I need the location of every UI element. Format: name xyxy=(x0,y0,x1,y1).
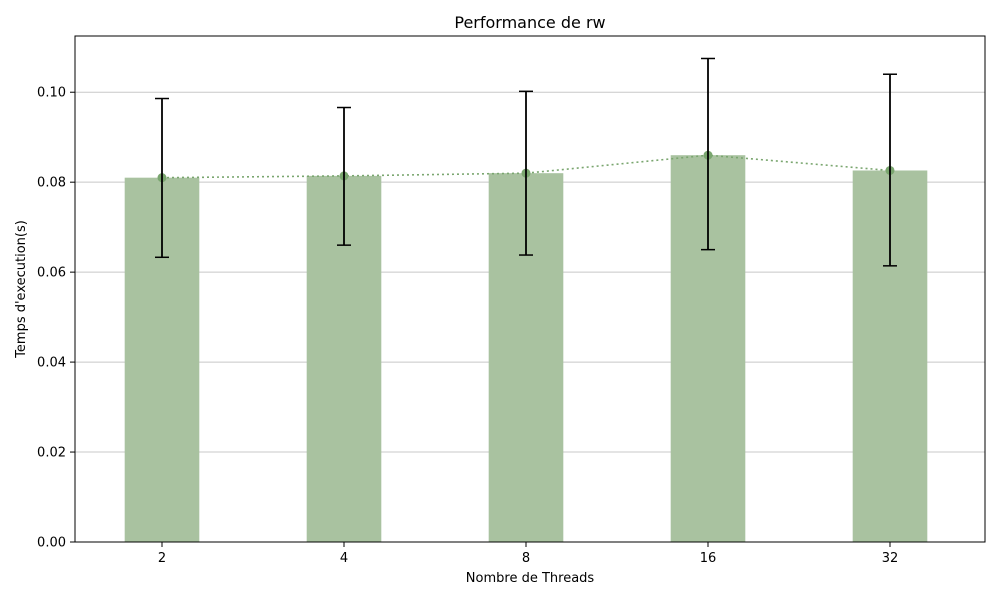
x-tick-label: 32 xyxy=(882,551,899,566)
x-tick-label: 16 xyxy=(700,551,717,566)
x-axis-label: Nombre de Threads xyxy=(466,571,595,586)
bars xyxy=(124,155,928,543)
trend-line xyxy=(157,150,895,183)
x-tick-label: 4 xyxy=(340,551,348,566)
y-axis-label: Temps d'execution(s) xyxy=(14,220,29,359)
error-bars xyxy=(155,57,897,267)
y-tick-label: 0.02 xyxy=(37,446,66,461)
axes xyxy=(74,35,986,543)
x-tick-label: 8 xyxy=(522,551,530,566)
y-tick-label: 0.06 xyxy=(37,266,66,281)
x-tick-label: 2 xyxy=(158,551,166,566)
y-tick-label: 0.00 xyxy=(37,536,66,551)
chart-title: Performance de rw xyxy=(454,13,605,32)
trend-line-path xyxy=(161,154,891,179)
y-tick-label: 0.08 xyxy=(37,176,66,191)
tick-labels: 0.00 0.02 0.04 0.06 0.08 0.10 2 4 8 16 32 xyxy=(37,86,898,566)
y-tick-label: 0.04 xyxy=(37,356,66,371)
y-tick-label: 0.10 xyxy=(37,86,66,101)
plot-frame xyxy=(74,35,986,543)
